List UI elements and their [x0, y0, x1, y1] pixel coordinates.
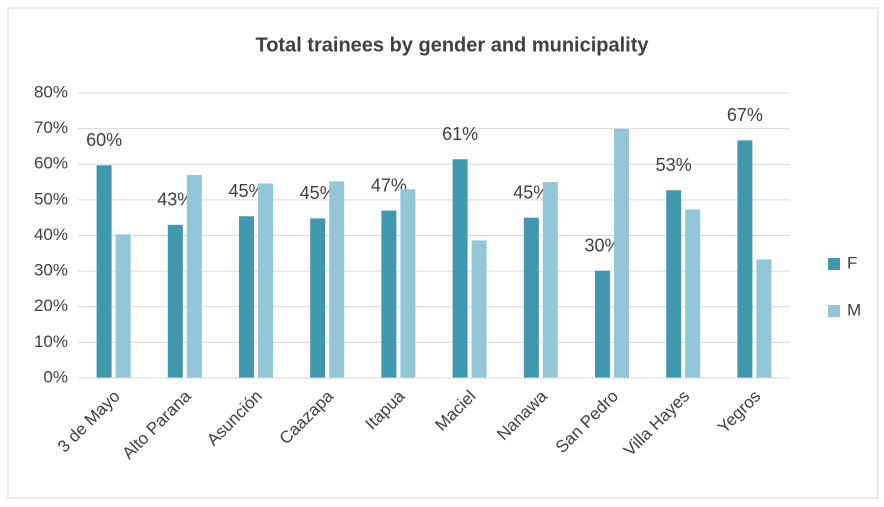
bar: [329, 181, 345, 378]
legend-label: M: [847, 300, 861, 319]
legend-label: F: [847, 253, 857, 272]
data-label: 61%: [442, 124, 478, 144]
bar: [186, 174, 202, 378]
bar: [666, 190, 682, 378]
bar: [595, 270, 610, 378]
bar: [239, 216, 254, 378]
bar: [737, 140, 753, 378]
data-label: 43%: [157, 190, 193, 210]
bar: [452, 159, 468, 378]
bar: [400, 189, 416, 378]
legend-swatch: [828, 305, 840, 317]
y-tick-label: 40%: [34, 225, 68, 244]
y-tick-label: 20%: [34, 296, 68, 315]
bar: [685, 209, 701, 378]
data-label: 53%: [656, 155, 692, 175]
data-label: 67%: [727, 105, 763, 125]
bar: [471, 240, 487, 378]
y-tick-label: 10%: [34, 332, 68, 351]
data-label: 47%: [371, 175, 407, 195]
bar: [523, 217, 539, 378]
bar: [381, 210, 397, 378]
data-label: 45%: [513, 182, 549, 202]
chart-frame: [7, 7, 879, 499]
y-tick-label: 70%: [34, 118, 68, 137]
bar: [115, 234, 131, 378]
y-tick-label: 60%: [34, 154, 68, 173]
legend-swatch: [828, 258, 840, 270]
bar: [167, 224, 183, 378]
chart-title: Total trainees by gender and municipalit…: [255, 34, 649, 56]
y-tick-label: 80%: [34, 82, 68, 101]
data-label: 30%: [584, 236, 620, 256]
bar: [258, 183, 273, 378]
bar: [310, 218, 326, 378]
bar: [614, 128, 629, 378]
bar: [542, 182, 558, 378]
y-tick-label: 50%: [34, 189, 68, 208]
data-label: 45%: [228, 181, 264, 201]
bar: [96, 165, 112, 378]
bar: [756, 259, 772, 378]
data-label: 45%: [300, 183, 336, 203]
y-tick-label: 30%: [34, 261, 68, 280]
y-tick-label: 0%: [43, 367, 68, 386]
data-label: 60%: [86, 130, 122, 150]
